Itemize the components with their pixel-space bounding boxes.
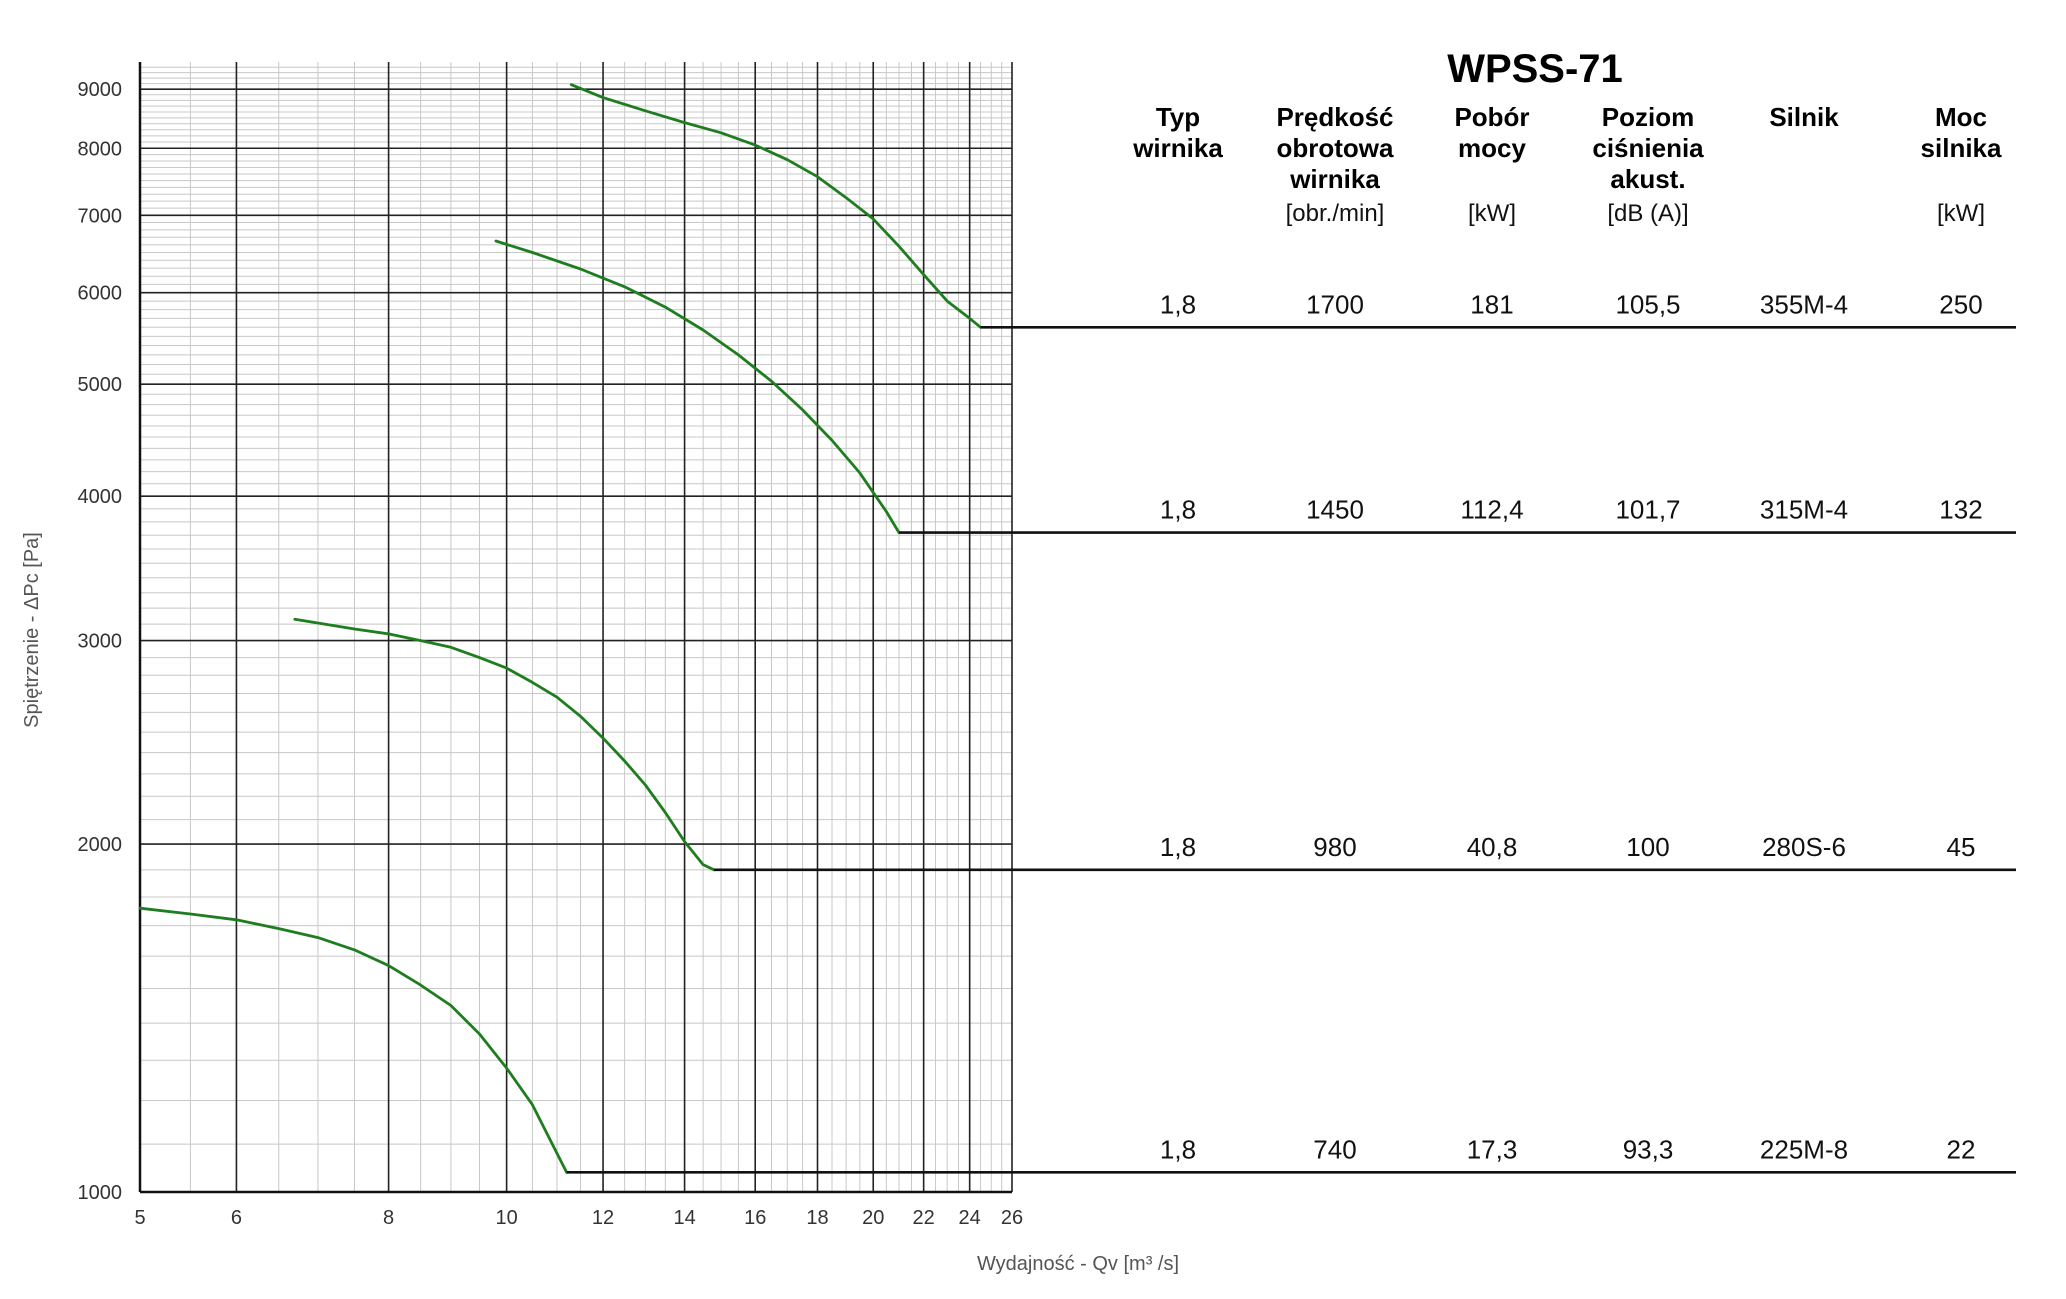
table-cell: 22 — [1947, 1134, 1976, 1164]
table-cell: 1700 — [1306, 289, 1364, 319]
y-tick-label: 2000 — [78, 834, 123, 856]
performance-curve-740 — [138, 906, 568, 1174]
table-cell: 1,8 — [1160, 832, 1196, 862]
column-header: Prędkość — [1276, 102, 1393, 132]
x-axis-label: Wydajność - Qv [m³ /s] — [977, 1253, 1179, 1275]
x-tick-label: 16 — [744, 1207, 766, 1229]
table-cell: 101,7 — [1615, 495, 1680, 525]
column-header: wirnika — [1132, 133, 1223, 163]
y-tick-label: 5000 — [78, 374, 123, 396]
column-unit: [dB (A)] — [1607, 200, 1688, 227]
y-tick-label: 8000 — [78, 138, 123, 160]
table-cell: 355M-4 — [1760, 289, 1848, 319]
column-header: obrotowa — [1277, 133, 1395, 163]
table-cell: 105,5 — [1615, 289, 1680, 319]
table-cell: 315M-4 — [1760, 495, 1848, 525]
table-cell: 93,3 — [1623, 1134, 1674, 1164]
tick-labels: 5 6 8 10 12 14 16 18 20 22 24 26 1000 2000 3000 4000 500… — [78, 79, 1024, 1229]
column-unit: [obr./min] — [1286, 200, 1385, 227]
x-tick-label: 8 — [383, 1207, 394, 1229]
x-tick-label: 5 — [134, 1207, 145, 1229]
y-tick-label: 3000 — [78, 631, 123, 653]
y-tick-label: 9000 — [78, 79, 123, 101]
x-tick-label: 6 — [231, 1207, 242, 1229]
x-tick-label: 22 — [913, 1207, 935, 1229]
performance-curve-980 — [293, 617, 716, 872]
y-tick-label: 6000 — [78, 283, 123, 305]
y-tick-label: 7000 — [78, 205, 123, 227]
table-rows: 1,8 1700 181 105,5 355M-4 250 1,8 1450 112,4 101,… — [1160, 289, 1983, 1164]
table-cell: 1450 — [1306, 495, 1364, 525]
table-cell: 250 — [1939, 289, 1982, 319]
x-tick-label: 18 — [806, 1207, 828, 1229]
table-cell: 740 — [1313, 1134, 1356, 1164]
x-tick-label: 12 — [592, 1207, 614, 1229]
y-tick-label: 4000 — [78, 486, 123, 508]
y-tick-label: 1000 — [78, 1182, 123, 1204]
column-header: Pobór — [1454, 102, 1529, 132]
table-cell: 225M-8 — [1760, 1134, 1848, 1164]
table-cell: 112,4 — [1460, 495, 1523, 525]
table-cell: 280S-6 — [1762, 832, 1846, 862]
column-header: akust. — [1610, 164, 1685, 194]
column-header: wirnika — [1289, 164, 1380, 194]
table-cell: 100 — [1626, 832, 1669, 862]
column-header: Poziom — [1602, 102, 1694, 132]
table-cell: 181 — [1470, 289, 1513, 319]
column-header: Typ — [1156, 102, 1200, 132]
x-tick-label: 24 — [959, 1207, 981, 1229]
table-cell: 40,8 — [1467, 832, 1518, 862]
column-unit: [kW] — [1468, 200, 1516, 227]
column-header: silnika — [1921, 133, 2002, 163]
table-cell: 17,3 — [1467, 1134, 1518, 1164]
x-tick-label: 20 — [862, 1207, 884, 1229]
table-cell: 1,8 — [1160, 495, 1196, 525]
table-headers: TypwirnikaPrędkośćobrotowawirnika[obr./m… — [1132, 102, 2002, 227]
minor-grid — [139, 62, 1013, 1193]
table-cell: 132 — [1939, 495, 1982, 525]
performance-curves — [138, 83, 2016, 1174]
chart-title: WPSS-71 — [1447, 47, 1623, 91]
column-header: Moc — [1935, 102, 1987, 132]
table-cell: 980 — [1313, 832, 1356, 862]
x-tick-label: 14 — [673, 1207, 695, 1229]
performance-curve-1450 — [494, 239, 901, 534]
table-cell: 1,8 — [1160, 289, 1196, 319]
column-header: mocy — [1458, 133, 1526, 163]
column-unit: [kW] — [1937, 200, 1985, 227]
y-axis-label: Spiętrzenie - ΔPc [Pa] — [21, 532, 43, 728]
column-header: ciśnienia — [1592, 133, 1704, 163]
table-cell: 45 — [1947, 832, 1976, 862]
table-cell: 1,8 — [1160, 1134, 1196, 1164]
x-tick-label: 10 — [495, 1207, 517, 1229]
axes — [138, 62, 1012, 1194]
major-grid — [139, 62, 1013, 1193]
column-header: Silnik — [1769, 102, 1839, 132]
x-tick-label: 26 — [1001, 1207, 1023, 1229]
performance-curve-1700 — [569, 83, 982, 329]
